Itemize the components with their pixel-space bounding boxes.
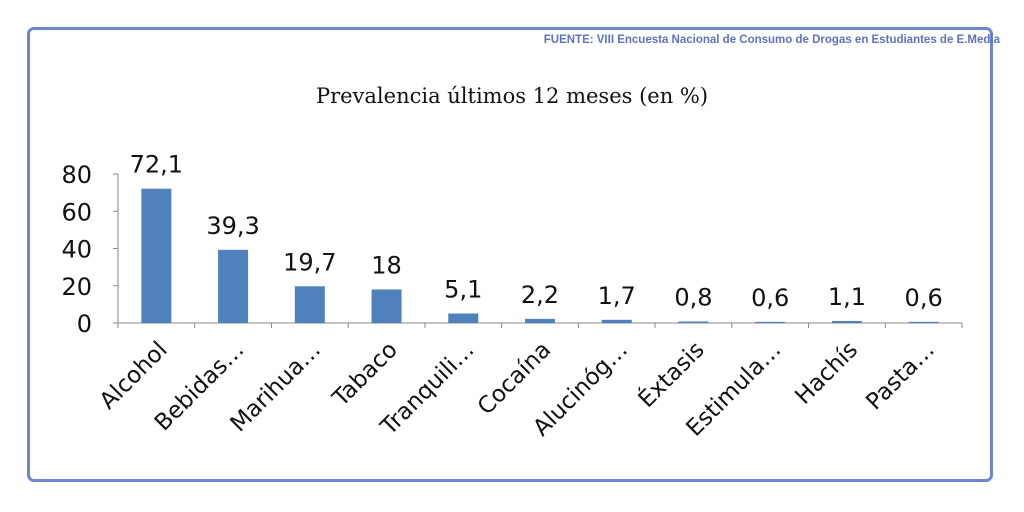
bar bbox=[294, 286, 325, 323]
chart-frame bbox=[27, 27, 993, 482]
bar bbox=[755, 321, 786, 323]
data-label: 1,7 bbox=[598, 282, 636, 310]
category-label: Pasta… bbox=[861, 337, 940, 416]
y-tick-label: 40 bbox=[61, 236, 92, 264]
data-label: 0,6 bbox=[905, 284, 943, 312]
bar bbox=[448, 313, 479, 323]
category-label: Hachís bbox=[790, 337, 863, 410]
y-tick-label: 0 bbox=[77, 310, 92, 338]
y-tick-label: 60 bbox=[61, 198, 92, 226]
data-label: 72,1 bbox=[130, 151, 183, 179]
data-label: 5,1 bbox=[444, 276, 482, 304]
data-label: 2,2 bbox=[521, 281, 559, 309]
data-label: 18 bbox=[371, 251, 402, 279]
bar bbox=[371, 289, 402, 323]
bar bbox=[678, 321, 709, 323]
data-label: 1,1 bbox=[828, 283, 866, 311]
data-label: 0,6 bbox=[751, 284, 789, 312]
y-tick-label: 80 bbox=[61, 161, 92, 189]
category-label: Alcohol bbox=[95, 337, 173, 415]
data-label: 39,3 bbox=[206, 212, 259, 240]
bar bbox=[908, 321, 939, 323]
bar bbox=[218, 249, 249, 323]
data-label: 19,7 bbox=[283, 248, 336, 276]
bar bbox=[525, 318, 555, 323]
bar bbox=[831, 320, 862, 323]
bar bbox=[601, 319, 632, 323]
source-note: FUENTE: VIII Encuesta Nacional de Consum… bbox=[543, 34, 1000, 46]
category-label: Éxtasis bbox=[632, 335, 710, 413]
bar bbox=[141, 188, 172, 323]
chart-title: Prevalencia últimos 12 meses (en %) bbox=[315, 84, 709, 108]
category-label: Tabaco bbox=[327, 337, 402, 412]
data-label: 0,8 bbox=[674, 284, 712, 312]
y-tick-label: 20 bbox=[61, 273, 92, 301]
